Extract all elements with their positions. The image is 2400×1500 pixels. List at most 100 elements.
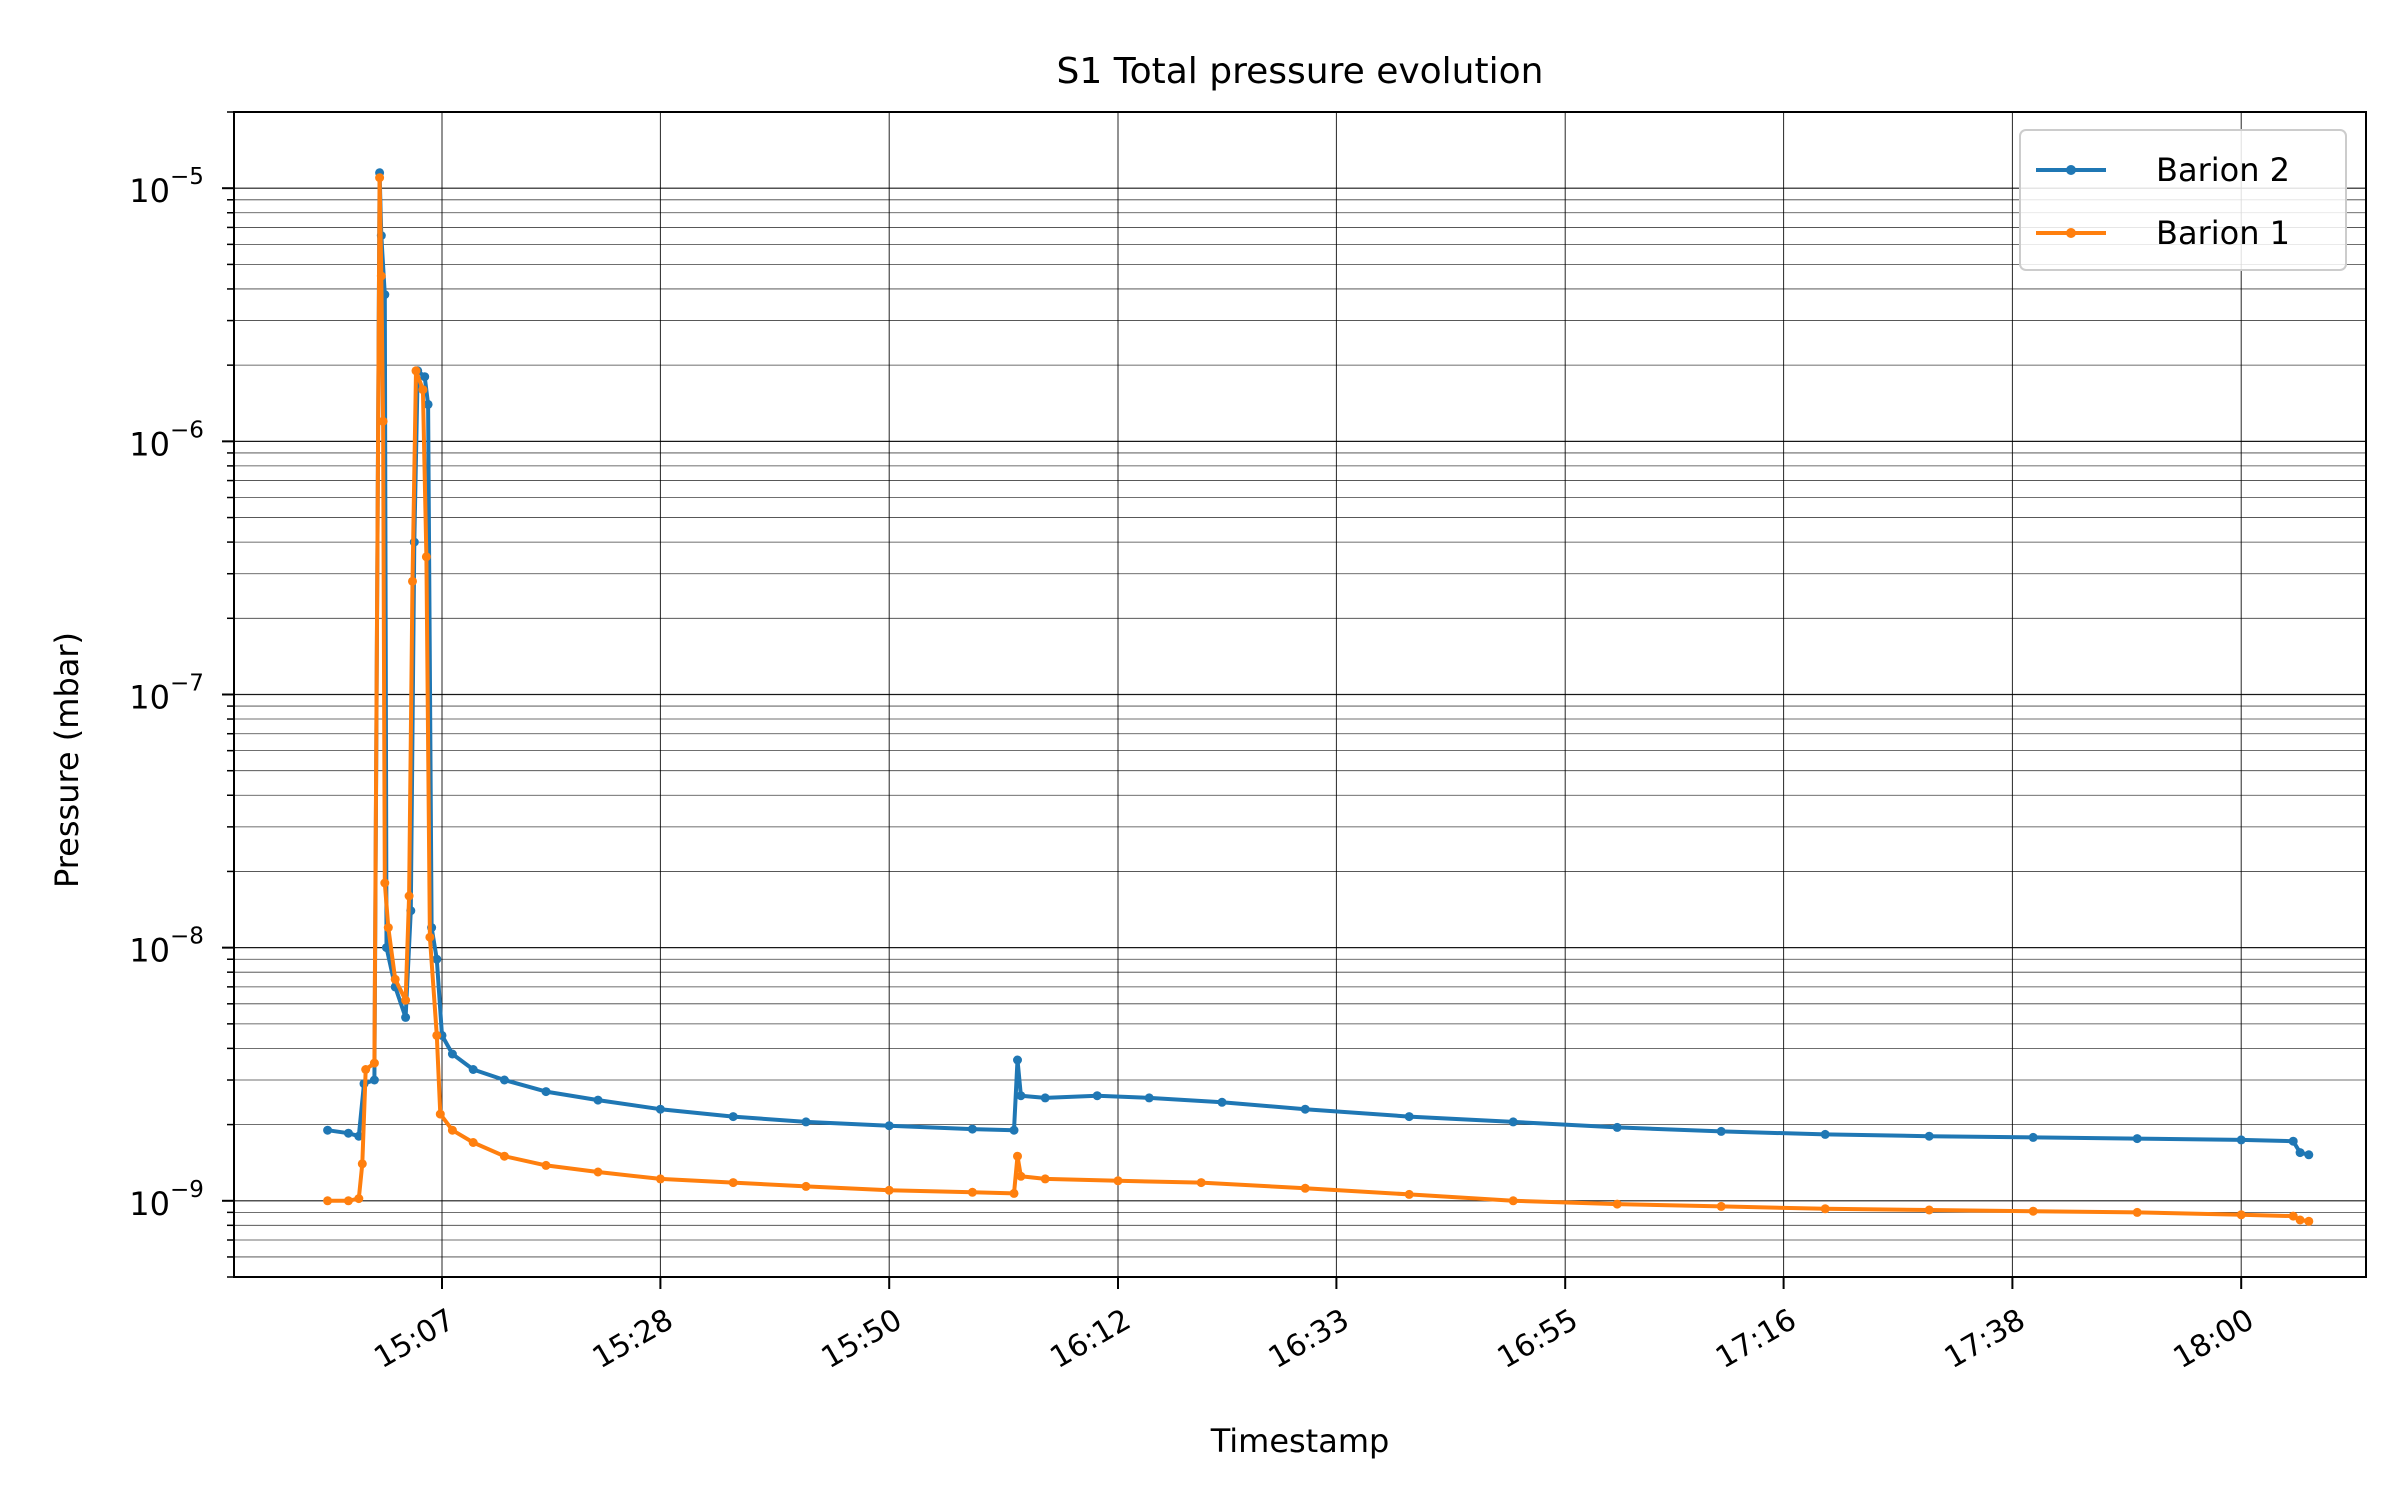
data-point-barion-1 — [468, 1138, 478, 1147]
data-point-barion-1 — [967, 1187, 977, 1197]
data-point-barion-1 — [1924, 1205, 1934, 1215]
data-point-barion-2 — [2304, 1150, 2314, 1160]
data-point-barion-1 — [541, 1160, 551, 1170]
data-point-barion-1 — [401, 995, 411, 1005]
data-point-barion-1 — [1013, 1151, 1022, 1161]
data-point-barion-2 — [541, 1087, 551, 1097]
data-point-barion-1 — [1113, 1176, 1123, 1186]
x-axis-label: Timestamp — [1210, 1422, 1390, 1460]
data-point-barion-2 — [2132, 1134, 2142, 1144]
x-tick-label: 15:07 — [368, 1302, 460, 1376]
data-point-barion-1 — [1196, 1178, 1206, 1188]
series-layer — [323, 168, 2314, 1226]
data-point-barion-1 — [2295, 1215, 2305, 1225]
data-point-barion-1 — [354, 1194, 364, 1204]
y-tick-exponent: −6 — [170, 417, 204, 443]
legend-marker-barion-1 — [2066, 228, 2076, 238]
data-point-barion-1 — [2132, 1207, 2142, 1217]
data-point-barion-2 — [1009, 1125, 1019, 1135]
x-tick-label: 15:28 — [587, 1302, 679, 1376]
y-axis-ticks: 10−910−810−710−610−5 — [129, 111, 234, 1278]
data-point-barion-2 — [1144, 1093, 1154, 1103]
data-point-barion-1 — [361, 1065, 371, 1074]
x-tick-label: 18:00 — [2168, 1302, 2260, 1376]
data-point-barion-2 — [2295, 1148, 2305, 1158]
data-point-barion-1 — [435, 1109, 445, 1119]
data-point-barion-2 — [1092, 1091, 1102, 1101]
data-point-barion-2 — [354, 1131, 364, 1141]
data-point-barion-1 — [2288, 1211, 2298, 1221]
y-tick-label: 10 — [129, 425, 170, 463]
data-point-barion-1 — [375, 173, 385, 183]
data-point-barion-2 — [323, 1125, 333, 1135]
data-point-barion-1 — [728, 1178, 738, 1188]
y-tick-exponent: −8 — [170, 924, 204, 950]
y-tick-label: 10 — [129, 1185, 170, 1223]
data-point-barion-1 — [418, 385, 428, 395]
data-point-barion-2 — [655, 1104, 665, 1114]
data-point-barion-1 — [404, 891, 414, 901]
data-point-barion-1 — [884, 1185, 894, 1195]
data-point-barion-1 — [411, 366, 421, 376]
data-point-barion-2 — [1924, 1131, 1934, 1141]
legend: Barion 2 Barion 1 — [2019, 129, 2347, 271]
x-axis-ticks: 15:07 15:28 15:50 16:12 16:33 16:55 17:16 17:38… — [368, 1277, 2260, 1376]
data-point-barion-1 — [1404, 1189, 1414, 1199]
data-point-barion-1 — [1300, 1183, 1310, 1193]
data-point-barion-2 — [2288, 1136, 2298, 1146]
data-point-barion-1 — [390, 974, 400, 984]
y-tick-exponent: −7 — [170, 671, 204, 697]
data-point-barion-1 — [369, 1058, 379, 1068]
data-point-barion-1 — [2028, 1206, 2038, 1216]
data-point-barion-2 — [423, 399, 433, 409]
data-point-barion-2 — [1016, 1091, 1026, 1101]
data-point-barion-1 — [1009, 1188, 1019, 1198]
data-point-barion-1 — [323, 1196, 333, 1206]
legend-marker-barion-2 — [2066, 165, 2076, 175]
data-point-barion-1 — [408, 576, 417, 586]
data-point-barion-2 — [884, 1121, 894, 1131]
series-line-barion-2 — [327, 170, 2310, 1157]
legend-label-barion-2: Barion 2 — [2156, 151, 2290, 189]
data-point-barion-1 — [655, 1174, 665, 1184]
data-point-barion-1 — [357, 1159, 367, 1169]
chart-title: S1 Total pressure evolution — [1057, 51, 1544, 92]
data-point-barion-2 — [499, 1075, 509, 1085]
data-point-barion-1 — [1612, 1199, 1622, 1209]
data-point-barion-1 — [425, 932, 435, 942]
x-tick-label: 16:12 — [1044, 1302, 1136, 1376]
data-point-barion-1 — [380, 878, 390, 888]
data-point-barion-2 — [1820, 1129, 1830, 1139]
y-tick-label: 10 — [129, 172, 170, 210]
data-point-barion-2 — [468, 1065, 478, 1074]
y-tick-exponent: −5 — [170, 164, 204, 190]
data-point-barion-1 — [1716, 1201, 1726, 1211]
data-point-barion-2 — [432, 954, 442, 964]
data-point-barion-2 — [401, 1012, 411, 1022]
data-point-barion-1 — [447, 1125, 457, 1135]
data-point-barion-2 — [1040, 1093, 1050, 1103]
y-tick-exponent: −9 — [170, 1177, 204, 1203]
data-point-barion-2 — [369, 1075, 379, 1085]
data-point-barion-2 — [447, 1049, 457, 1059]
data-point-barion-1 — [1040, 1174, 1050, 1184]
data-point-barion-2 — [2028, 1132, 2038, 1142]
data-point-barion-2 — [728, 1112, 738, 1122]
data-point-barion-1 — [376, 271, 386, 281]
data-point-barion-2 — [420, 372, 430, 382]
data-point-barion-1 — [499, 1151, 509, 1161]
y-tick-label: 10 — [129, 679, 170, 717]
data-point-barion-1 — [432, 1030, 442, 1040]
data-point-barion-1 — [1508, 1196, 1518, 1206]
x-tick-label: 16:55 — [1492, 1302, 1584, 1376]
data-point-barion-1 — [383, 923, 393, 933]
data-point-barion-2 — [801, 1117, 811, 1127]
data-point-barion-2 — [1404, 1112, 1414, 1122]
data-point-barion-2 — [1612, 1122, 1622, 1132]
x-tick-label: 16:33 — [1263, 1302, 1355, 1376]
data-point-barion-2 — [593, 1095, 603, 1105]
data-point-barion-1 — [801, 1181, 811, 1191]
data-point-barion-1 — [378, 416, 388, 426]
